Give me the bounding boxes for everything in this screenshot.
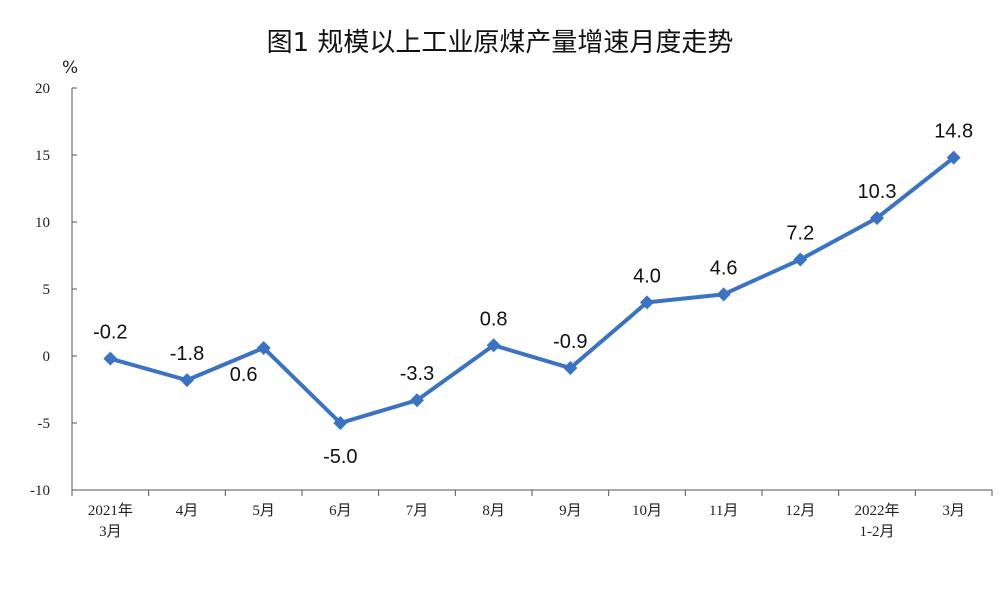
data-label: 0.6	[230, 364, 258, 386]
x-tick-label-line: 12月	[785, 503, 815, 519]
data-point-marker	[103, 351, 118, 366]
y-tick-label: 0	[43, 349, 51, 365]
x-tick-label: 2021年 3月	[88, 502, 133, 540]
x-tick-label-line: 7月	[406, 503, 429, 519]
x-tick-label: 9月	[559, 503, 582, 519]
x-tick-label-line: 8月	[482, 503, 505, 519]
x-tick-label: 11月	[709, 503, 738, 519]
x-tick-label-line: 11月	[709, 503, 738, 519]
data-label: -1.8	[170, 343, 204, 365]
data-point-marker	[180, 373, 194, 388]
x-tick-label: 7月	[406, 503, 429, 519]
data-point-marker	[486, 338, 501, 353]
x-tick-label: 10月	[632, 503, 662, 519]
y-tick-label: 20	[35, 81, 50, 97]
x-tick-label-line: 3月	[99, 524, 122, 540]
data-label: -5.0	[323, 446, 357, 468]
data-label: 14.8	[934, 121, 973, 143]
x-tick-label-line: 2021年	[88, 502, 133, 519]
x-tick-label: 5月	[252, 503, 275, 519]
data-label: 4.6	[710, 257, 738, 279]
data-point-marker	[640, 295, 654, 310]
x-tick-label-line: 9月	[559, 503, 582, 519]
data-point-marker	[563, 361, 578, 376]
data-label: -0.9	[553, 331, 587, 353]
data-point-marker	[333, 416, 348, 430]
data-point-marker	[870, 210, 884, 225]
x-tick-label: 4月	[176, 503, 199, 519]
x-tick-label-line: 6月	[329, 503, 352, 519]
data-label: 10.3	[858, 181, 897, 203]
x-tick-label-line: 1-2月	[860, 524, 895, 540]
data-point-marker	[946, 150, 961, 165]
series-line	[109, 156, 955, 425]
x-tick-label-line: 4月	[176, 503, 199, 519]
data-point-marker	[793, 252, 808, 267]
x-tick-label: 3月	[942, 503, 965, 519]
x-tick-label: 12月	[785, 503, 815, 519]
x-tick-label-line: 10月	[632, 503, 662, 519]
x-tick-label: 8月	[482, 503, 505, 519]
x-tick-label: 6月	[329, 503, 352, 519]
data-label: -3.3	[400, 363, 434, 385]
data-label: 7.2	[786, 223, 814, 245]
chart-title: 图1 规模以上工业原煤产量增速月度走势	[266, 28, 734, 58]
data-point-marker	[716, 287, 731, 302]
y-tick-label: 15	[35, 148, 50, 164]
y-tick-label: 10	[35, 215, 50, 231]
y-axis-unit: %	[62, 58, 79, 78]
x-tick-label-line: 5月	[252, 503, 275, 519]
data-point-marker	[256, 340, 271, 355]
y-tick-label: -10	[30, 483, 50, 499]
x-tick-label-line: 3月	[942, 503, 965, 519]
y-tick-label: -5	[38, 416, 51, 432]
data-label: 0.8	[480, 308, 508, 330]
data-label: 4.0	[633, 265, 661, 287]
y-tick-label: 5	[43, 282, 51, 298]
x-tick-label-line: 2022年	[854, 502, 899, 519]
x-tick-label: 2022年 1-2月	[854, 502, 899, 540]
data-point-marker	[410, 393, 424, 408]
data-label: -0.2	[93, 322, 127, 344]
